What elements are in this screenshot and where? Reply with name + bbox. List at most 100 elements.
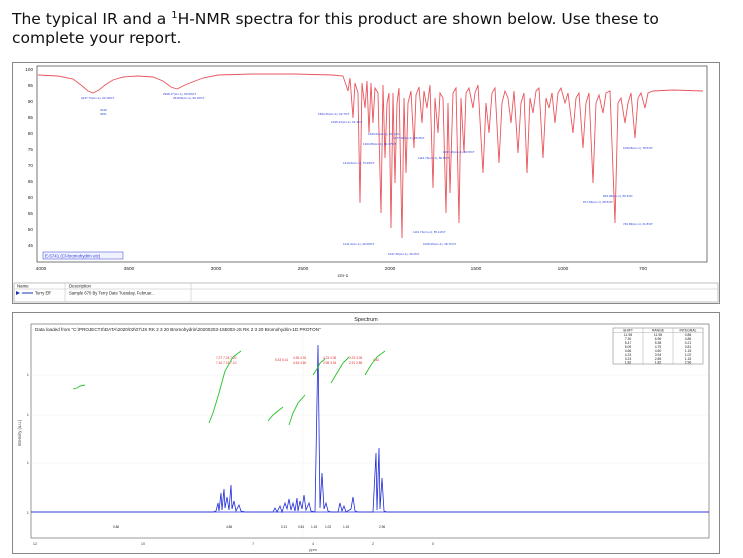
legend-row-arrow-icon[interactable]: [16, 291, 20, 295]
ir-peak-label: 1303.89(cm-1), 81.67%T: [363, 142, 396, 146]
ir-x-tick: 2500: [298, 266, 309, 272]
ir-x-tick: 700: [639, 266, 647, 272]
nmr-spectrum-chart: Spectrum Data loaded from "C:\PROJECTS\D…: [17, 317, 710, 552]
table-cell: 11.98: [654, 333, 662, 337]
nmr-integral-label: 0.21: [281, 525, 287, 529]
ir-x-tick: 1500: [471, 266, 482, 272]
ir-y-tick: 100: [25, 67, 33, 72]
ir-y-tick: 90: [28, 99, 34, 104]
ir-x-axis-label: cm-1: [338, 273, 349, 279]
ir-legend-header-name: Name: [17, 284, 29, 289]
instruction-text: The typical IR and a 1H-NMR spectra for …: [12, 6, 732, 48]
table-cell: 3.94: [655, 353, 662, 357]
ir-peak-label: 1030.8(cm-1), 78.5%T: [623, 146, 653, 150]
ir-y-tick: 50: [28, 227, 34, 232]
ir-y-tick: 45: [28, 243, 34, 248]
svg-text:1: 1: [27, 412, 30, 417]
svg-text:4: 4: [312, 542, 314, 546]
table-cell: 6.96: [655, 337, 662, 341]
table-cell: 0.21: [685, 341, 692, 345]
nmr-spectrum-trace: [31, 344, 709, 514]
ir-peak-label: 833.28(cm-1), 66.2%T: [603, 194, 633, 198]
ir-peak-label: 1047.49(cm-1), 46.2%T: [388, 252, 420, 256]
nmr-spectrum-panel: Spectrum Data loaded from "C:\PROJECTS\D…: [12, 312, 720, 554]
nmr-peak-label: 1.82: [373, 358, 379, 362]
ir-legend-header-description: Description: [69, 284, 92, 289]
table-cell: 11.98: [624, 333, 632, 337]
table-cell: 1.82: [625, 361, 632, 365]
svg-text:1: 1: [27, 460, 30, 465]
nmr-peak-label: 4.63 4.60: [293, 361, 307, 365]
ir-x-tick: 3500: [124, 266, 135, 272]
ir-peak-label: 1277.48(cm-1), 86.6%T: [393, 136, 425, 140]
ir-y-tick: 80: [28, 131, 34, 136]
ir-x-tick: 4000: [36, 266, 47, 272]
table-cell: 5.09: [625, 345, 632, 349]
nmr-peak-label: 7.27 7.24 7.20: [216, 356, 237, 360]
ir-peak-label: 2918.8(cm-1), 90.15%T: [173, 96, 205, 100]
ir-peak-label: 1119.76(cm-1), 86.6%T: [418, 156, 449, 160]
nmr-peak-label: 4.95 4.92: [293, 356, 307, 360]
ir-legend-table: [13, 282, 719, 303]
integral-curve: [267, 406, 284, 422]
ir-y-tick: 75: [28, 147, 34, 152]
ir-peak-label: 3437.73(cm-1), 90.19%T: [81, 96, 114, 100]
table-header-shift: SHIFT: [623, 329, 633, 333]
integral-curve: [364, 350, 386, 376]
ir-peak-label: 1495.43(cm-1), 91.3%T: [331, 120, 363, 124]
ir-y-tick: 95: [28, 83, 34, 88]
ir-peak-label: 1411.3(cm-1), 49.06%T: [343, 242, 374, 246]
nmr-integral-label: 0.86: [113, 525, 119, 529]
ir-x-tick: 2000: [385, 266, 396, 272]
svg-text:0: 0: [432, 542, 434, 546]
svg-text:1: 1: [27, 372, 30, 377]
ir-sample-label: E-5741 (Cl-bromohydrin etc): [45, 254, 101, 259]
ir-legend-series-name[interactable]: Terry Eff: [35, 291, 51, 296]
table-cell: 0.86: [685, 333, 692, 337]
ir-y-tick: 70: [28, 163, 34, 168]
svg-text:2: 2: [372, 542, 374, 546]
table-cell: 7.30: [625, 337, 632, 341]
nmr-title: Spectrum: [354, 317, 378, 323]
ir-peak-label: 2928.17(cm-1), 89.92%T: [163, 92, 196, 96]
ir-y-tick: 55: [28, 211, 34, 216]
ir-peak-label: 1113.71(cm-1), 55.11%T: [413, 230, 446, 234]
integral-curve: [288, 394, 306, 426]
table-header-range: RANGE: [652, 329, 665, 333]
ir-spectrum-chart: 100 95 90 85 80 75 70 65 60 55 50 45 400…: [13, 65, 719, 303]
ir-peak-label: 746.99(cm-1), 61.8%T: [623, 222, 653, 226]
ir-peak-label: 3249: [100, 108, 107, 112]
table-cell: 1.15: [685, 349, 692, 353]
table-cell: 5.38: [655, 341, 662, 345]
integral-curve: [330, 356, 350, 384]
table-cell: 2.85: [655, 357, 662, 361]
table-cell: 4.66: [625, 349, 632, 353]
nmr-integral-label: 0.81: [298, 525, 304, 529]
ir-peak-label: 1057.46(cm-1), 83.5%T: [443, 150, 475, 154]
table-cell: 1.02: [685, 353, 692, 357]
integral-curve: [72, 384, 86, 390]
ir-spectrum-panel: 100 95 90 85 80 75 70 65 60 55 50 45 400…: [12, 62, 720, 304]
ir-peak-label: 1028.29(cm-1), 48.71%T: [423, 242, 456, 246]
nmr-peak-label: 2.91 2.85: [349, 361, 363, 365]
nmr-peak-label: 7.16 7.13 7.10: [216, 361, 237, 365]
nmr-peak-label: 5.43 5.41: [275, 358, 289, 362]
table-cell: 4.60: [655, 349, 662, 353]
ir-legend-series-description: Sample 670 By Terry Date Tuesday, Februa…: [69, 291, 155, 296]
table-cell: 5.47: [625, 341, 632, 345]
nmr-integral-table: SHIFT RANGE INTEGRAL 11.98 11.98 0.86 7.…: [612, 327, 704, 365]
table-cell: 1.15: [685, 357, 692, 361]
instruction-text-end: H-NMR spectra for this product are shown…: [12, 10, 659, 48]
table-cell: 4.86: [685, 337, 692, 341]
superscript-one: 1: [171, 10, 178, 21]
nmr-peak-label: 3.98 3.94: [323, 361, 337, 365]
ir-x-tick: 3000: [211, 266, 222, 272]
table-cell: 3.23: [625, 357, 632, 361]
ir-x-tick: 1000: [558, 266, 569, 272]
table-cell: 4.23: [625, 353, 632, 357]
integral-curve: [208, 350, 242, 424]
table-cell: 1.82: [655, 361, 662, 365]
ir-peak-label: 871.53(cm-1), 68.5%T: [583, 200, 613, 204]
integral-curve: [312, 358, 326, 376]
table-cell: 2.96: [685, 361, 692, 365]
